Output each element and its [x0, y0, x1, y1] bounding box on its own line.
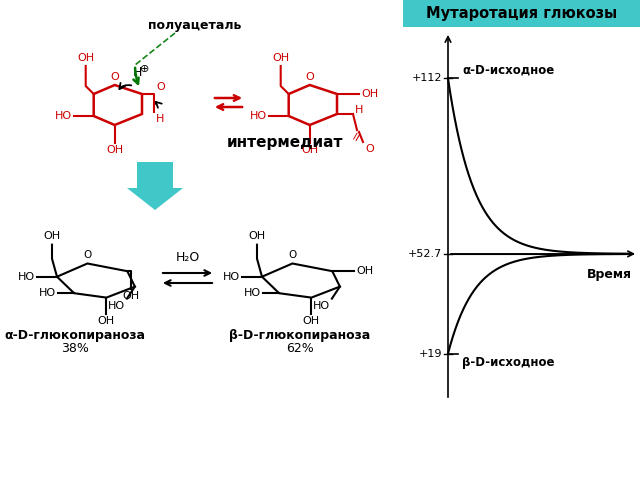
Text: OH: OH: [77, 53, 94, 63]
Text: O: O: [156, 82, 164, 92]
Text: OH: OH: [272, 53, 289, 63]
FancyBboxPatch shape: [403, 0, 640, 27]
Text: +52.7: +52.7: [408, 249, 442, 259]
Text: Время: Время: [587, 268, 632, 281]
Text: HO: HO: [223, 272, 240, 282]
Text: HO: HO: [313, 300, 330, 311]
Text: OH: OH: [303, 316, 320, 325]
Text: α-D-исходное: α-D-исходное: [462, 63, 554, 76]
Text: α-D-глюкопираноза: α-D-глюкопираноза: [4, 328, 145, 341]
Text: OH: OH: [301, 145, 318, 155]
Text: HO: HO: [250, 111, 267, 121]
Text: 38%: 38%: [61, 341, 89, 355]
Text: O: O: [83, 251, 92, 261]
Text: O: O: [305, 72, 314, 82]
Text: =: =: [349, 128, 365, 144]
Text: β-D-глюкопираноза: β-D-глюкопираноза: [229, 328, 371, 341]
Text: полуацеталь: полуацеталь: [148, 19, 242, 32]
Text: OH: OH: [123, 291, 140, 301]
Text: HO: HO: [18, 272, 35, 282]
Text: HO: HO: [108, 300, 125, 311]
Text: H: H: [156, 114, 164, 124]
Text: HO: HO: [244, 288, 261, 298]
Polygon shape: [127, 162, 183, 210]
Text: HO: HO: [39, 288, 56, 298]
Text: H₂O: H₂O: [175, 251, 200, 264]
Text: OH: OH: [248, 231, 266, 240]
Text: O: O: [110, 72, 119, 82]
Text: H: H: [132, 65, 141, 79]
Text: O: O: [365, 144, 374, 154]
Text: интермедиат: интермедиат: [227, 134, 343, 149]
Text: 62%: 62%: [286, 341, 314, 355]
Text: OH: OH: [356, 266, 373, 276]
Text: +19: +19: [419, 348, 442, 359]
Text: OH: OH: [361, 89, 378, 99]
Text: Мутаротация глюкозы: Мутаротация глюкозы: [426, 6, 617, 21]
Text: OH: OH: [44, 231, 61, 240]
Text: H: H: [355, 105, 364, 115]
Text: HO: HO: [54, 111, 72, 121]
Text: OH: OH: [98, 316, 115, 325]
Text: OH: OH: [106, 145, 124, 155]
Text: O: O: [288, 251, 296, 261]
Text: β-D-исходное: β-D-исходное: [462, 356, 554, 369]
Text: ⊕: ⊕: [140, 64, 150, 74]
Text: +112: +112: [412, 73, 442, 84]
